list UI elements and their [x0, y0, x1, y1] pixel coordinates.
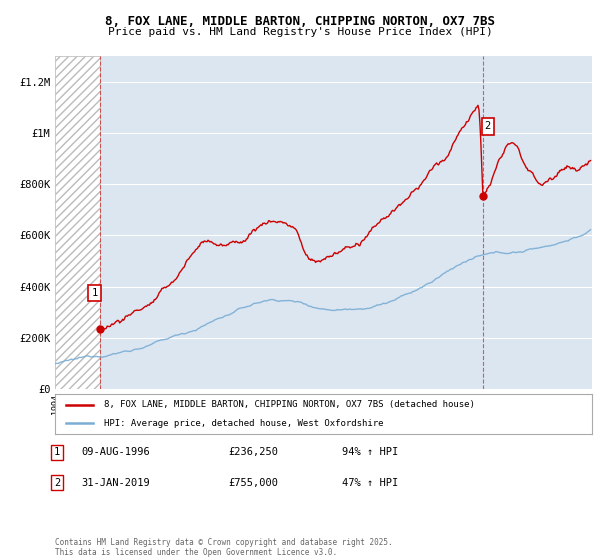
Text: 8, FOX LANE, MIDDLE BARTON, CHIPPING NORTON, OX7 7BS: 8, FOX LANE, MIDDLE BARTON, CHIPPING NOR… [105, 15, 495, 28]
Text: £236,250: £236,250 [228, 447, 278, 458]
Text: 1: 1 [91, 288, 98, 298]
Text: 2: 2 [54, 478, 60, 488]
Text: 2: 2 [485, 122, 491, 132]
Text: Contains HM Land Registry data © Crown copyright and database right 2025.
This d: Contains HM Land Registry data © Crown c… [55, 538, 393, 557]
Text: Price paid vs. HM Land Registry's House Price Index (HPI): Price paid vs. HM Land Registry's House … [107, 27, 493, 37]
Text: 8, FOX LANE, MIDDLE BARTON, CHIPPING NORTON, OX7 7BS (detached house): 8, FOX LANE, MIDDLE BARTON, CHIPPING NOR… [104, 400, 475, 409]
Text: 94% ↑ HPI: 94% ↑ HPI [342, 447, 398, 458]
Text: 31-JAN-2019: 31-JAN-2019 [81, 478, 150, 488]
Text: £755,000: £755,000 [228, 478, 278, 488]
Text: 1: 1 [54, 447, 60, 458]
Bar [55, 56, 100, 389]
Text: 47% ↑ HPI: 47% ↑ HPI [342, 478, 398, 488]
Text: HPI: Average price, detached house, West Oxfordshire: HPI: Average price, detached house, West… [104, 419, 383, 428]
Text: 09-AUG-1996: 09-AUG-1996 [81, 447, 150, 458]
